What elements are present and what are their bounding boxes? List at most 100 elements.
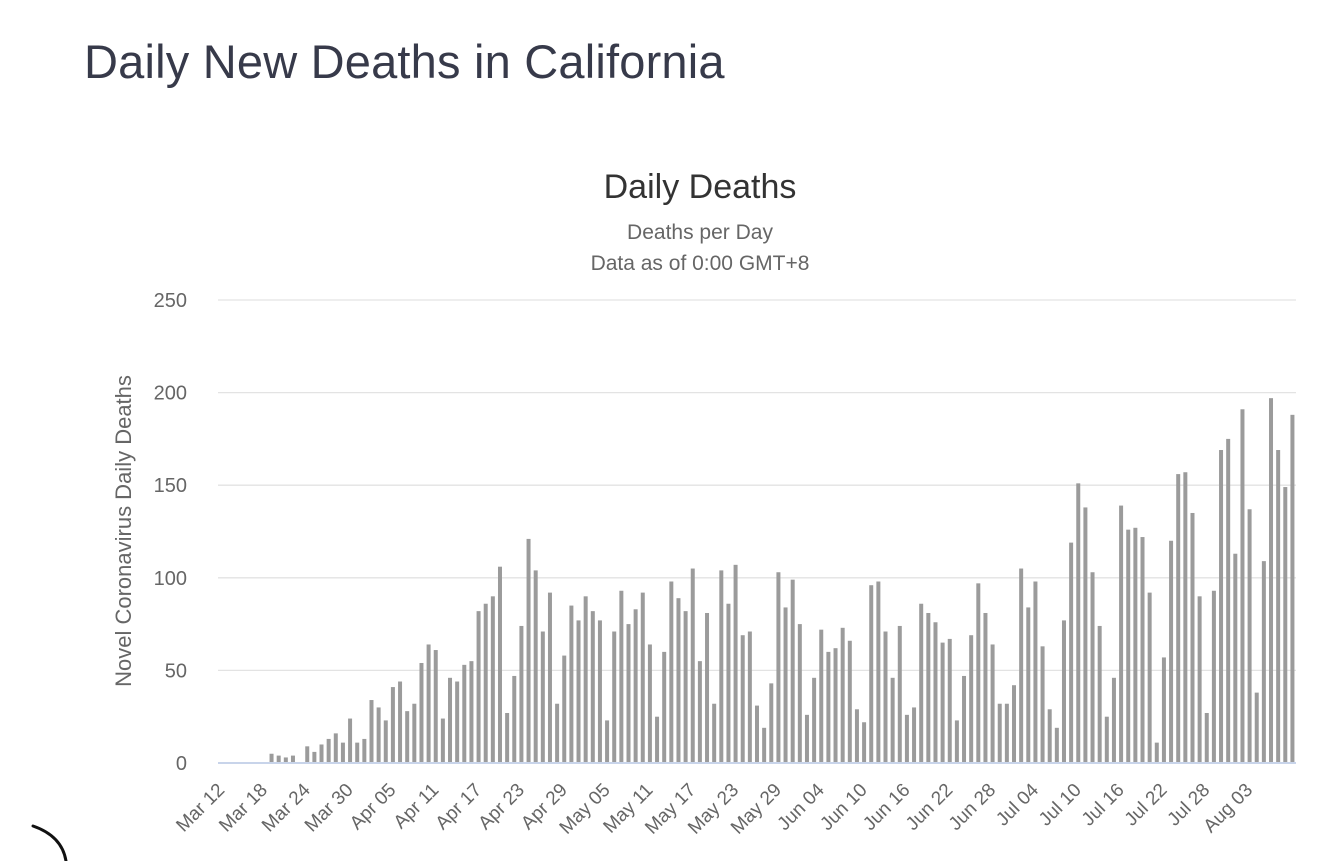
bar-day-127[interactable] — [1126, 529, 1131, 763]
bar-day-115[interactable] — [1040, 646, 1045, 763]
bar-day-103[interactable] — [954, 720, 959, 763]
bar-day-110[interactable] — [1004, 703, 1009, 763]
bar-day-30[interactable] — [433, 650, 438, 763]
bar-day-98[interactable] — [919, 603, 924, 763]
bar-day-134[interactable] — [1176, 474, 1181, 763]
bar-day-128[interactable] — [1133, 527, 1138, 763]
bar-day-61[interactable] — [655, 716, 660, 763]
bar-day-131[interactable] — [1154, 742, 1159, 763]
bar-day-140[interactable] — [1219, 450, 1224, 763]
bar-day-78[interactable] — [776, 572, 781, 763]
bar-day-150[interactable] — [1290, 414, 1295, 763]
bar-day-86[interactable] — [833, 648, 838, 763]
bar-day-19[interactable] — [355, 742, 360, 763]
bar-day-28[interactable] — [419, 662, 424, 763]
bar-day-92[interactable] — [876, 581, 881, 763]
bar-day-97[interactable] — [912, 707, 917, 763]
bar-day-16[interactable] — [333, 733, 338, 763]
bar-day-135[interactable] — [1183, 472, 1188, 763]
bar-day-46[interactable] — [547, 592, 552, 763]
bar-day-53[interactable] — [597, 620, 602, 763]
bar-day-79[interactable] — [783, 607, 788, 763]
bar-day-112[interactable] — [1019, 568, 1024, 763]
bar-day-106[interactable] — [976, 583, 981, 763]
bar-day-62[interactable] — [662, 651, 667, 763]
bar-day-56[interactable] — [619, 590, 624, 763]
bar-day-100[interactable] — [933, 622, 938, 763]
bar-day-54[interactable] — [605, 720, 610, 763]
bar-day-70[interactable] — [719, 570, 724, 763]
bar-day-42[interactable] — [519, 625, 524, 763]
bar-day-66[interactable] — [690, 568, 695, 763]
bar-day-35[interactable] — [469, 661, 474, 763]
bar-day-39[interactable] — [497, 566, 502, 763]
bar-day-118[interactable] — [1061, 620, 1066, 763]
bar-day-141[interactable] — [1226, 438, 1231, 763]
bar-day-38[interactable] — [490, 596, 495, 763]
bar-day-31[interactable] — [440, 718, 445, 763]
bar-day-22[interactable] — [376, 707, 381, 763]
bar-day-99[interactable] — [926, 612, 931, 763]
bar-day-81[interactable] — [797, 624, 802, 763]
bar-day-104[interactable] — [962, 675, 967, 763]
bar-day-124[interactable] — [1104, 716, 1109, 763]
bar-day-94[interactable] — [890, 677, 895, 763]
bar-day-36[interactable] — [476, 611, 481, 763]
bar-day-69[interactable] — [712, 703, 717, 763]
bar-day-10[interactable] — [290, 755, 295, 763]
bar-day-15[interactable] — [326, 738, 331, 763]
bar-day-125[interactable] — [1111, 677, 1116, 763]
bar-day-23[interactable] — [383, 720, 388, 763]
bar-day-63[interactable] — [669, 581, 674, 763]
bar-day-88[interactable] — [847, 640, 852, 763]
bar-day-101[interactable] — [940, 642, 945, 763]
bar-day-77[interactable] — [769, 683, 774, 763]
bar-day-144[interactable] — [1247, 509, 1252, 763]
bar-day-148[interactable] — [1276, 450, 1281, 763]
bar-day-24[interactable] — [390, 687, 395, 763]
bar-day-50[interactable] — [576, 620, 581, 763]
bar-day-41[interactable] — [512, 675, 517, 763]
bar-day-96[interactable] — [904, 714, 909, 763]
bar-day-111[interactable] — [1012, 685, 1017, 763]
bar-day-137[interactable] — [1197, 596, 1202, 763]
bar-day-58[interactable] — [633, 609, 638, 763]
bar-day-120[interactable] — [1076, 483, 1081, 763]
bar-day-74[interactable] — [747, 631, 752, 763]
bar-day-113[interactable] — [1026, 607, 1031, 763]
bar-day-147[interactable] — [1269, 398, 1274, 763]
bar-day-59[interactable] — [640, 592, 645, 763]
bar-day-95[interactable] — [897, 625, 902, 763]
bar-day-7[interactable] — [269, 753, 274, 763]
bar-day-102[interactable] — [947, 638, 952, 763]
bar-day-45[interactable] — [540, 631, 545, 763]
bar-day-82[interactable] — [804, 714, 809, 763]
bar-day-114[interactable] — [1033, 581, 1038, 763]
bar-day-80[interactable] — [790, 579, 795, 763]
bar-day-73[interactable] — [740, 635, 745, 763]
bar-day-20[interactable] — [362, 738, 367, 763]
bar-day-21[interactable] — [369, 700, 374, 763]
bar-day-132[interactable] — [1161, 657, 1166, 763]
bar-day-43[interactable] — [526, 538, 531, 763]
bar-day-64[interactable] — [676, 598, 681, 763]
bar-day-52[interactable] — [590, 611, 595, 763]
bar-day-47[interactable] — [555, 703, 560, 763]
bar-day-105[interactable] — [969, 635, 974, 763]
bar-day-13[interactable] — [312, 751, 317, 763]
bar-day-12[interactable] — [305, 746, 310, 763]
bar-day-40[interactable] — [505, 712, 510, 763]
bar-day-72[interactable] — [733, 564, 738, 763]
bar-day-121[interactable] — [1083, 507, 1088, 763]
bar-day-60[interactable] — [647, 644, 652, 763]
bar-day-136[interactable] — [1190, 512, 1195, 763]
bar-day-130[interactable] — [1147, 592, 1152, 763]
bar-day-29[interactable] — [426, 644, 431, 763]
bar-day-83[interactable] — [812, 677, 817, 763]
bar-day-119[interactable] — [1069, 542, 1074, 763]
bar-day-51[interactable] — [583, 596, 588, 763]
bar-day-122[interactable] — [1090, 572, 1095, 763]
bar-day-107[interactable] — [983, 612, 988, 763]
bar-day-87[interactable] — [840, 627, 845, 763]
bar-day-68[interactable] — [705, 612, 710, 763]
